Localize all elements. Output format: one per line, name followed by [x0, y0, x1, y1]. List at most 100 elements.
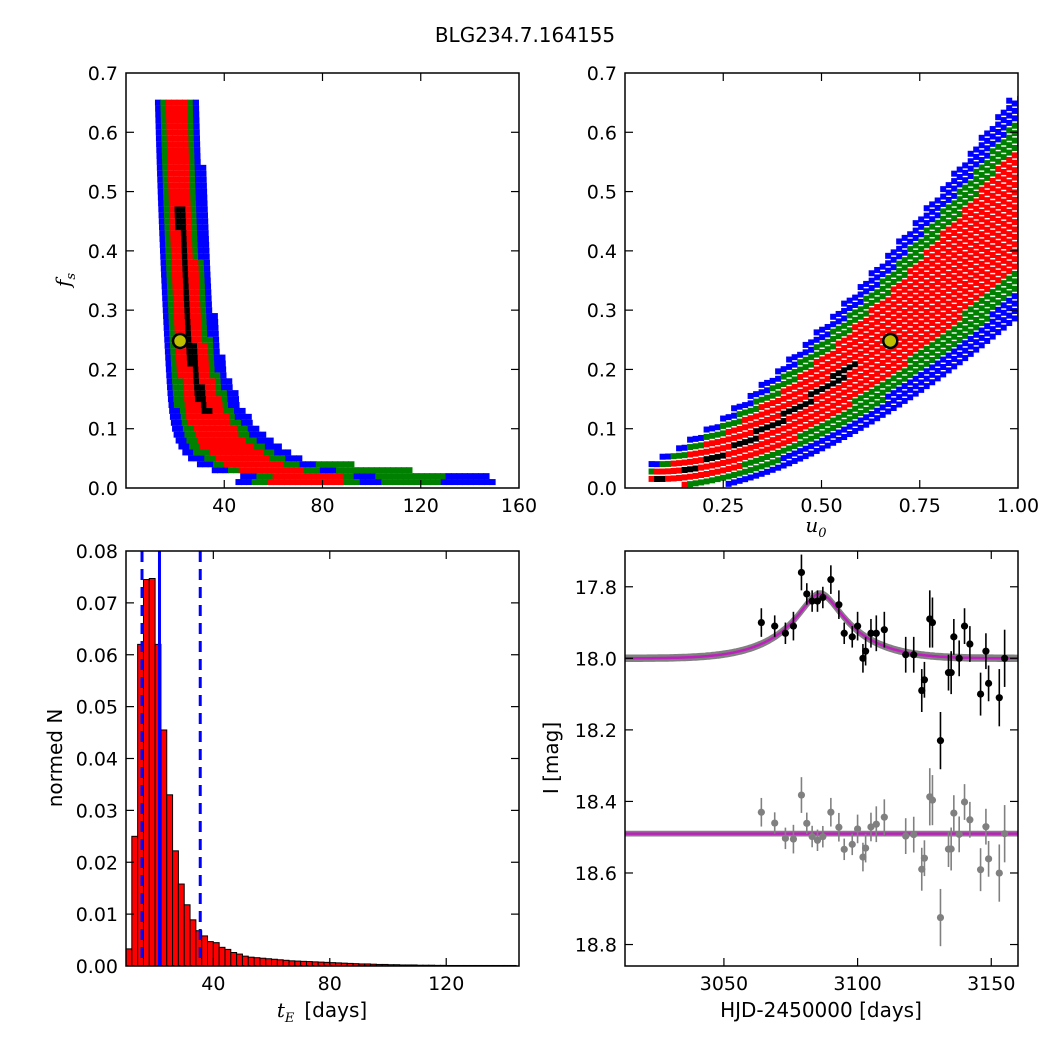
density-cell: [890, 316, 897, 323]
density-cell: [846, 334, 853, 341]
density-cell: [824, 361, 831, 368]
density-cell: [896, 253, 903, 260]
density-cell: [835, 414, 842, 421]
density-cell: [180, 224, 187, 231]
density-cell: [769, 459, 776, 466]
density-cell: [243, 443, 250, 450]
density-cell: [929, 223, 936, 230]
density-cell: [215, 455, 222, 462]
histogram-bar: [253, 957, 261, 966]
density-cell: [162, 301, 169, 308]
histogram-bar: [224, 948, 232, 966]
density-cell: [797, 440, 804, 447]
density-cell: [1006, 156, 1013, 163]
density-cell: [183, 443, 191, 450]
density-cell: [780, 395, 787, 402]
density-cell: [923, 234, 930, 241]
best-fit-marker: [171, 332, 189, 350]
residual-point: [984, 855, 993, 863]
density-cell: [912, 242, 919, 249]
density-cell: [256, 437, 263, 444]
density-cell: [934, 227, 941, 234]
density-cell: [984, 189, 991, 196]
tE-histogram-panel: 40 80 1200.000.010.020.030.040.050.060.070…: [43, 541, 520, 1026]
density-cell: [802, 393, 809, 400]
density-cell: [1011, 174, 1018, 181]
density-cell: [802, 341, 809, 348]
density-cell: [742, 409, 749, 416]
density-cell: [923, 286, 930, 293]
density-cell: [193, 425, 200, 432]
density-cell: [896, 342, 903, 349]
density-cell: [973, 309, 980, 316]
density-cell: [813, 440, 820, 447]
density-cell: [808, 450, 815, 457]
density-cell: [274, 449, 281, 456]
density-cell: [185, 324, 192, 331]
residual-point: [808, 832, 816, 841]
density-cell: [813, 329, 820, 336]
density-cell: [835, 355, 842, 362]
density-cell: [742, 461, 749, 468]
density-cell: [175, 437, 182, 444]
density-cell: [775, 420, 782, 427]
density-cell: [995, 225, 1002, 232]
density-cell: [199, 425, 206, 432]
density-cell: [177, 425, 184, 432]
density-cell: [951, 281, 958, 288]
density-cell: [907, 268, 914, 275]
density-cell: [802, 356, 809, 363]
density-cell: [219, 419, 226, 426]
density-cell: [1000, 117, 1007, 124]
density-cell: [907, 312, 914, 319]
density-cell: [995, 314, 1002, 321]
density-cell: [940, 267, 947, 274]
density-cell: [178, 153, 185, 159]
density-cell: [183, 141, 190, 148]
density-cell: [363, 467, 370, 474]
density-cell: [195, 431, 202, 438]
density-cell: [989, 200, 996, 207]
density-cell: [160, 99, 167, 106]
density-cell: [962, 340, 969, 347]
density-cell: [1011, 107, 1018, 114]
density-cell: [467, 479, 475, 486]
density-cell: [940, 341, 947, 348]
y-tick-label: 0.6: [88, 122, 118, 144]
density-cell: [166, 123, 173, 130]
density-cell: [283, 461, 290, 468]
density-cell: [995, 188, 1002, 195]
density-cell: [819, 400, 826, 407]
density-cell: [978, 268, 985, 275]
density-cell: [863, 340, 870, 347]
density-cell: [753, 405, 760, 412]
density-cell: [929, 216, 936, 223]
density-cell: [923, 271, 930, 278]
density-cell: [846, 364, 853, 371]
density-cell: [195, 176, 202, 183]
density-cell: [753, 472, 760, 479]
density-cell: [967, 239, 974, 246]
density-cell: [885, 386, 892, 393]
density-cell: [989, 274, 996, 281]
density-cell: [247, 449, 254, 456]
density-cell: [194, 396, 202, 403]
density-cell: [167, 396, 175, 403]
density-cell: [194, 301, 202, 308]
density-cell: [654, 468, 661, 475]
density-cell: [195, 194, 202, 201]
density-cell: [874, 289, 881, 296]
density-cell: [923, 338, 930, 345]
density-cell: [819, 363, 826, 370]
density-cell: [245, 473, 252, 480]
density-cell: [687, 451, 694, 458]
density-cell: [896, 312, 903, 319]
density-cell: [174, 206, 181, 213]
density-cell: [973, 176, 980, 183]
y-tick-label: 18.8: [575, 935, 617, 957]
density-cell: [163, 313, 170, 320]
density-cell: [885, 304, 892, 311]
density-cell: [194, 170, 202, 177]
density-cell: [907, 283, 914, 290]
